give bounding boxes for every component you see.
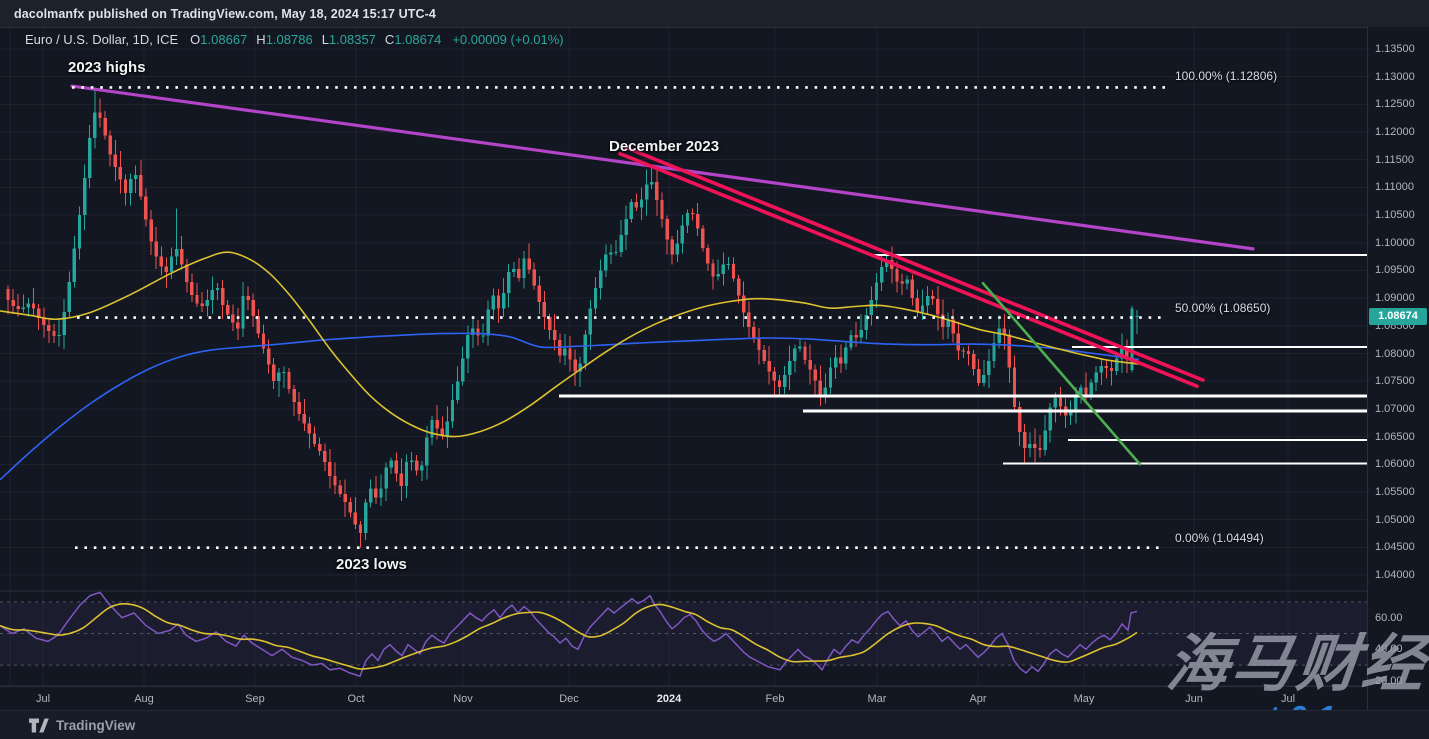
publish-text: dacolmanfx published on TradingView.com,… [14,6,436,21]
time-tick: 2024 [656,693,682,705]
trendline-magenta[interactable] [70,84,1255,251]
price-tick: 1.09500 [1375,264,1415,277]
time-tick: Nov [453,693,473,705]
time-tick: Mar [867,693,887,705]
price-tick: 1.08000 [1375,347,1415,360]
fib-level-label: 0.00% (1.04494) [1175,531,1264,545]
ma-blue-line [0,332,1140,481]
rsi-line [0,591,1138,678]
price-tick: 1.07000 [1375,402,1415,415]
ma-yellow-line [0,251,1140,438]
time-tick: Feb [765,693,785,705]
last-price-chip: 1.08674 [1369,307,1427,325]
time-tick: Apr [969,693,987,705]
ohlc-field-h: H1.08786 [256,31,313,47]
price-tick: 1.10000 [1375,236,1415,249]
change-value: +0.00009 (+0.01%) [452,31,564,47]
trendline-green[interactable] [981,281,1142,466]
price-tick: 1.11000 [1375,181,1414,194]
footer-bar: TradingView [0,710,1429,739]
publish-bar: dacolmanfx published on TradingView.com,… [0,0,1429,28]
chart-annotation[interactable]: December 2023 [609,138,720,155]
chart-annotation[interactable]: 2023 lows [336,556,407,573]
fib-level-label: 50.00% (1.08650) [1175,301,1271,315]
rsi-tick: 20.00 [1375,674,1403,687]
tradingview-logo-icon[interactable] [28,717,49,734]
price-tick: 1.04000 [1375,569,1415,581]
ohlc-field-o: O1.08667 [190,31,248,47]
chart-annotation[interactable]: 2023 highs [68,59,146,76]
time-tick: Jul [1280,693,1296,705]
price-tick: 1.05500 [1375,485,1415,498]
candles [6,87,1139,548]
time-axis[interactable]: Jul Aug Sep Oct Nov Dec 2024 Feb Mar Apr May Jun Jul [0,686,1367,711]
trendline-pink-lower[interactable] [618,151,1199,389]
price-tick: 1.04500 [1375,541,1415,554]
footer-brand[interactable]: TradingView [56,718,136,733]
ohlc-field-c: C1.08674 [384,31,442,47]
time-tick: May [1073,693,1095,705]
price-tick: 1.12000 [1375,126,1415,139]
ohlc-field-l: L1.08357 [321,31,376,47]
time-tick: Oct [347,693,365,705]
symbol-title: Euro / U.S. Dollar, 1D, ICE [25,31,179,47]
price-tick: 1.13500 [1375,43,1415,55]
time-tick: Aug [134,693,154,705]
rsi-ma-line [0,602,1138,670]
price-tick: 1.10500 [1375,209,1415,222]
symbol-legend[interactable]: Euro / U.S. Dollar, 1D, ICE O1.08667 H1.0… [0,28,1360,50]
rsi-band [0,601,1367,666]
price-axis[interactable]: 1.13500 1.13000 1.12500 1.12000 1.11500 1.110… [1367,27,1429,710]
grid [0,27,1367,686]
price-tick: 1.12500 [1375,98,1415,111]
price-tick: 1.11500 [1375,153,1414,166]
time-tick: Jul [35,693,51,705]
time-tick: Jun [1185,693,1203,705]
price-tick: 1.06500 [1375,430,1415,443]
price-tick: 1.07500 [1375,375,1415,388]
time-tick: Dec [559,693,579,705]
time-tick: Sep [245,693,265,705]
rsi-tick: 60.00 [1375,611,1403,624]
price-tick: 1.09000 [1375,292,1415,305]
trendline-pink-upper[interactable] [624,145,1205,382]
price-tick: 1.13000 [1375,70,1415,83]
price-tick: 1.05000 [1375,513,1415,526]
price-tick: 1.06000 [1375,458,1415,471]
ohlc-values: O1.08667 H1.08786 L1.08357 C1.08674 [190,32,450,47]
fib-level-label: 100.00% (1.12806) [1175,69,1278,83]
rsi-tick: 40.00 [1375,643,1403,656]
